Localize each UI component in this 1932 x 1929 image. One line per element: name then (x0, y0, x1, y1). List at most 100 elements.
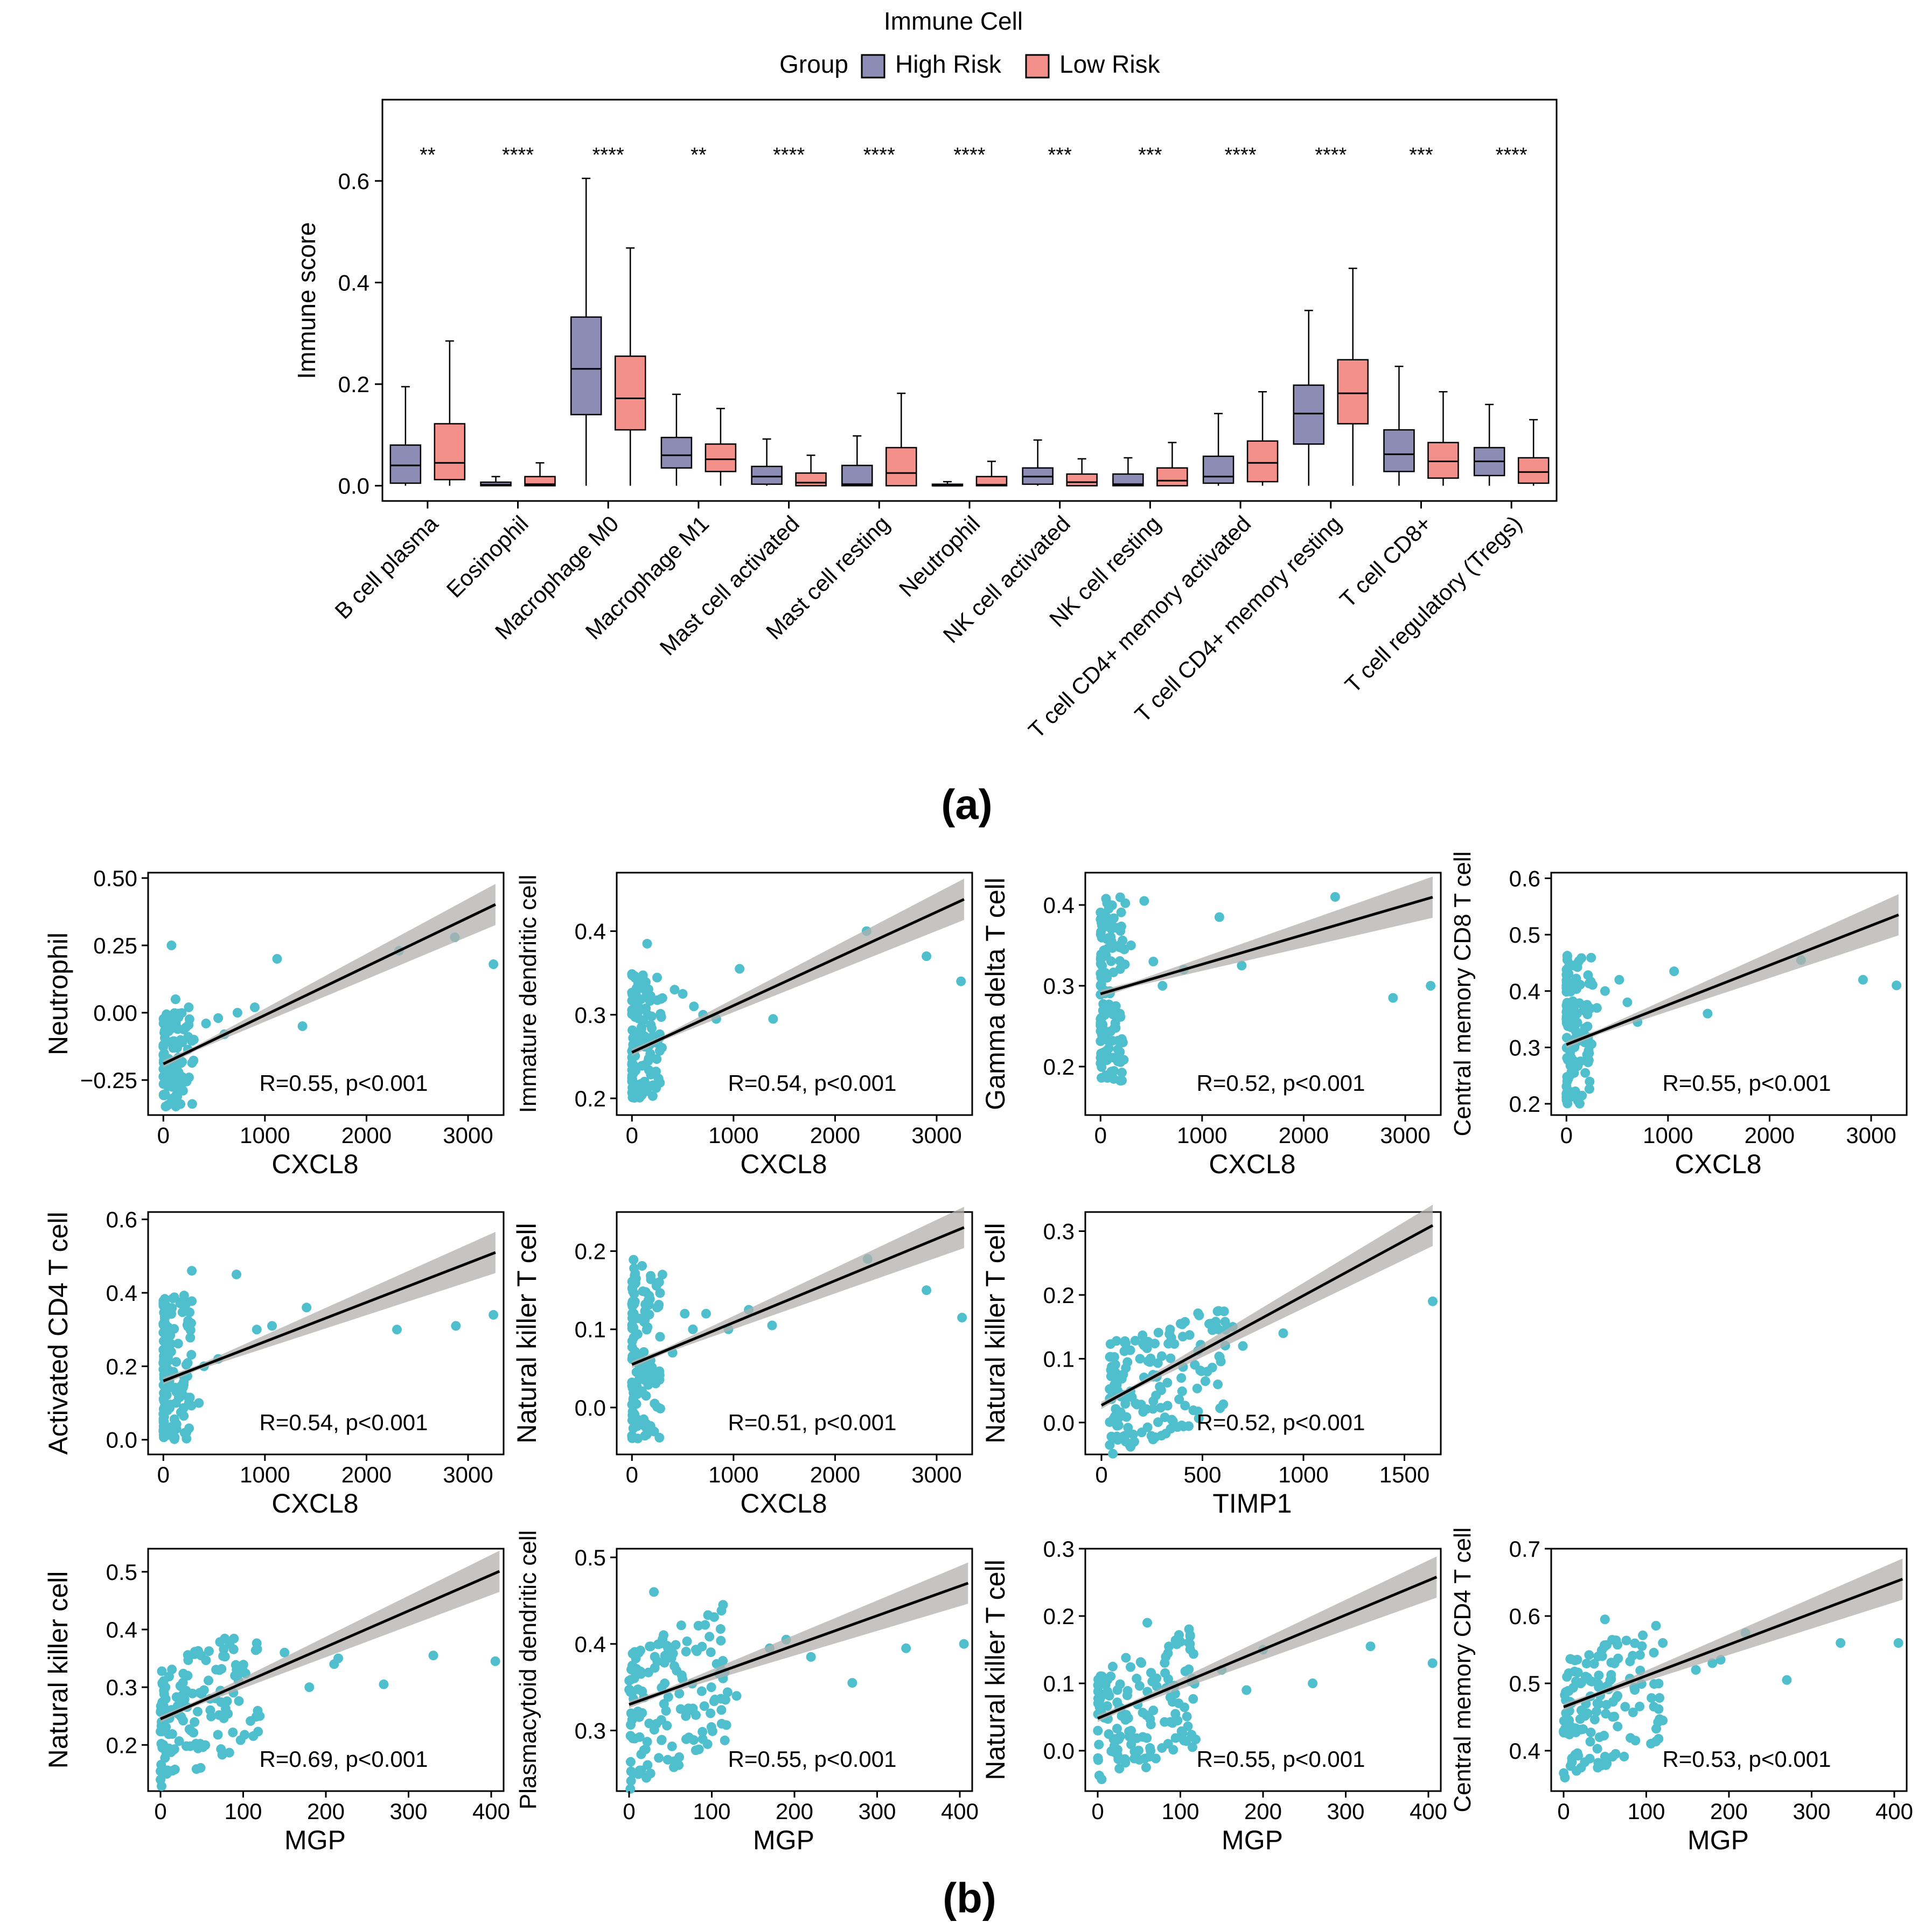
y-tick-label: 0.50 (93, 866, 137, 891)
data-point (234, 1696, 244, 1706)
data-point (1096, 981, 1106, 991)
data-point (1571, 973, 1581, 984)
data-point (172, 1083, 183, 1094)
data-point (183, 1358, 193, 1368)
data-point (1096, 1014, 1106, 1024)
data-point (684, 1732, 694, 1743)
data-point (699, 1701, 709, 1711)
y-tick-label: 0.4 (338, 270, 369, 295)
x-tick-label: 2000 (341, 1123, 392, 1148)
data-point (847, 1678, 857, 1688)
x-axis-label: MGP (1687, 1825, 1749, 1855)
data-point (216, 1744, 226, 1754)
data-point (642, 938, 652, 949)
data-point (1612, 1693, 1622, 1703)
data-point (701, 1308, 711, 1319)
data-point (1123, 1713, 1133, 1723)
data-point (1121, 1437, 1131, 1447)
scatter-plot-b5: R=0.54, p<0.001 0 1000 2000 3000 0.0 0.2 0.4 0.6… (43, 1207, 505, 1519)
data-point (628, 1423, 638, 1433)
box-body (1156, 467, 1188, 486)
y-axis-label: Natural killer cell (43, 1571, 73, 1769)
legend-title: Group (779, 50, 848, 78)
data-point (1136, 1658, 1147, 1668)
y-tick-label: 0.5 (575, 1545, 606, 1570)
data-point (184, 1014, 194, 1025)
plot-frame (147, 872, 505, 1116)
y-axis-label: Immature dendritic cell (515, 875, 541, 1113)
data-point (1613, 1653, 1623, 1663)
data-point (1584, 1650, 1594, 1660)
y-tick-label: 0.3 (575, 1002, 606, 1028)
y-tick-label: 0.3 (575, 1718, 606, 1744)
data-point (659, 1699, 669, 1709)
data-point (1564, 1668, 1574, 1679)
y-axis-label: Gamma delta T cell (980, 878, 1010, 1110)
data-point (1180, 1702, 1190, 1712)
data-point (184, 1724, 194, 1735)
data-point (1113, 1754, 1124, 1764)
data-point (1214, 912, 1224, 922)
x-tick-label: 2000 (1745, 1123, 1795, 1148)
y-tick-label: 0.2 (1509, 1091, 1540, 1117)
correlation-annotation: R=0.55, p<0.001 (1663, 1070, 1831, 1096)
y-tick-label: 0.5 (1509, 1671, 1540, 1696)
data-point (1187, 1742, 1197, 1752)
box-high-risk (751, 438, 783, 486)
data-point (175, 1298, 185, 1308)
data-point (631, 1367, 641, 1377)
data-point (1216, 1356, 1226, 1367)
data-point (451, 1321, 461, 1331)
y-tick-label: 0.4 (106, 1280, 137, 1306)
data-point (159, 1363, 169, 1374)
box-high-risk (660, 393, 693, 486)
significance-mark: **** (1315, 144, 1347, 166)
data-point (232, 1008, 242, 1018)
x-tick-label: 300 (1327, 1799, 1364, 1824)
data-point (157, 1666, 167, 1676)
data-point (1669, 966, 1679, 977)
data-point (280, 1647, 290, 1658)
data-point (1129, 1753, 1139, 1764)
x-axis-label: CXCL8 (740, 1149, 827, 1179)
data-point (637, 1022, 647, 1032)
data-point (1608, 1712, 1618, 1722)
data-point (179, 1380, 189, 1390)
box-low-risk (1337, 267, 1369, 486)
y-tick-label: 0.5 (1509, 922, 1540, 948)
data-point (652, 1303, 662, 1313)
data-point (213, 1013, 224, 1023)
data-point (158, 1404, 169, 1414)
data-point (1150, 1753, 1161, 1764)
data-point (1157, 1743, 1167, 1753)
x-tick-label: 0 (157, 1462, 170, 1487)
y-axis-label: Immune score (292, 222, 320, 379)
data-point (1112, 1420, 1122, 1431)
data-point (1147, 1676, 1157, 1687)
data-point (1146, 1746, 1156, 1756)
box-body (841, 464, 873, 486)
data-point (179, 1694, 190, 1704)
data-point (1578, 1724, 1588, 1734)
data-point (248, 1731, 259, 1741)
data-point (1655, 1714, 1665, 1724)
y-axis-label: Natural killer T cell (980, 1223, 1010, 1443)
data-point (1566, 1087, 1577, 1097)
data-point (1108, 1734, 1119, 1744)
data-point (1658, 1638, 1668, 1648)
data-point (157, 1697, 168, 1708)
data-point (956, 976, 966, 986)
significance-mark: **** (1224, 144, 1256, 166)
box-body (705, 443, 737, 472)
data-point (647, 1091, 658, 1101)
scatter-plot-b7: R=0.52, p<0.001 0 500 1000 1500 0.0 0.1 0.2 0.3 T… (980, 1204, 1442, 1519)
data-point (628, 1768, 638, 1779)
data-point (1182, 1711, 1192, 1722)
data-point (1635, 1650, 1645, 1660)
data-point (222, 1696, 232, 1707)
data-point (1166, 1353, 1176, 1363)
data-point (681, 1711, 691, 1721)
x-tick-label: 200 (307, 1799, 345, 1824)
data-point (1121, 1338, 1131, 1348)
data-point (1858, 974, 1868, 985)
